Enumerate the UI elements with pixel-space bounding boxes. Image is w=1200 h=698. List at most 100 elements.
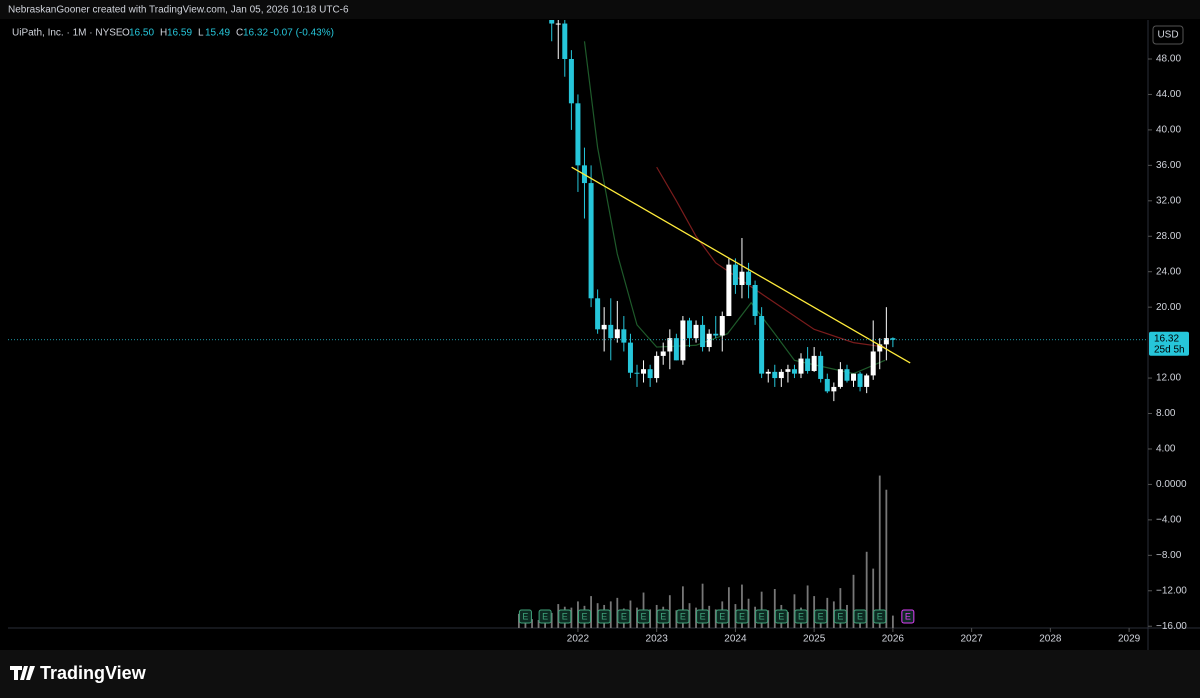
- volume-bar: [734, 604, 737, 628]
- volume-bar: [885, 489, 888, 628]
- x-tick-label: 2025: [803, 634, 826, 645]
- candle-body: [877, 344, 883, 352]
- brand: TradingView: [40, 663, 147, 683]
- y-tick-label: −12.00: [1156, 585, 1187, 596]
- earnings-label: E: [562, 611, 568, 621]
- volume-bar: [695, 607, 697, 628]
- volume-bar: [577, 601, 579, 628]
- volume-bar: [570, 607, 573, 628]
- x-tick-label: 2028: [1039, 634, 1062, 645]
- volume-bar: [839, 588, 842, 628]
- footer: [0, 650, 1200, 698]
- volume-bar: [741, 584, 743, 628]
- candle-body: [673, 338, 679, 361]
- candle-body: [824, 378, 830, 392]
- earnings-icon: [755, 609, 769, 624]
- volume-bar: [590, 596, 592, 628]
- candle-body: [641, 369, 647, 374]
- y-tick-label: 24.00: [1156, 266, 1181, 277]
- y-tick-label: 44.00: [1156, 89, 1181, 100]
- earnings-icon: [833, 609, 847, 624]
- candle-body: [818, 355, 824, 379]
- x-tick-label: 2027: [961, 634, 984, 645]
- volume-bar: [793, 594, 796, 628]
- legend-key: O: [122, 28, 130, 39]
- y-tick-label: −8.00: [1156, 550, 1182, 561]
- volume-bar: [531, 619, 533, 628]
- legend-key: H: [160, 28, 167, 39]
- currency[interactable]: USD: [1157, 30, 1178, 41]
- candle-body: [864, 375, 870, 387]
- earnings-icon: [696, 609, 710, 624]
- price-tag: [1149, 331, 1189, 356]
- candle-body: [693, 324, 699, 339]
- candle-body: [883, 338, 889, 345]
- candle-body: [654, 355, 660, 379]
- volume-bar: [629, 600, 632, 628]
- x-tick-label: 2023: [646, 634, 669, 645]
- price-tag-label: 16.32: [1154, 333, 1179, 344]
- earnings-label: E: [739, 611, 745, 621]
- earnings-icon: [637, 609, 651, 624]
- earnings-icon: [656, 609, 670, 624]
- y-tick-label: 8.00: [1156, 408, 1176, 419]
- legend-key: C: [236, 28, 243, 39]
- candle-body: [870, 351, 876, 376]
- y-tick-label: 48.00: [1156, 54, 1181, 65]
- volume-bar: [891, 615, 894, 628]
- x-tick-label: 2022: [567, 634, 590, 645]
- earnings-icon: [617, 609, 631, 624]
- earnings-icon: [597, 609, 611, 624]
- earnings-label: E: [522, 611, 528, 621]
- candle-body: [778, 371, 784, 379]
- candle-body: [785, 369, 791, 372]
- earnings-label: E: [837, 611, 843, 621]
- volume-bar: [754, 606, 756, 628]
- earnings-label: E: [700, 611, 706, 621]
- candle-body: [687, 320, 693, 339]
- earnings-icon: [814, 609, 828, 624]
- candle-body: [791, 369, 797, 374]
- earnings-icon: [538, 609, 552, 624]
- legend-change: -0.07 (-0.43%): [270, 28, 334, 39]
- earnings-icon: [518, 609, 532, 624]
- earnings-icon: [794, 609, 808, 624]
- candle-body: [614, 329, 620, 339]
- earnings-icon: [853, 609, 867, 624]
- candle-body: [608, 324, 614, 339]
- legend-value: 16.32: [243, 28, 268, 39]
- candle-body: [739, 271, 745, 286]
- volume-bar: [813, 596, 816, 628]
- volume-bar: [609, 601, 612, 628]
- candle-body: [634, 372, 640, 374]
- earnings-label: E: [660, 611, 666, 621]
- header: NebraskanGooner created with TradingView…: [8, 5, 349, 16]
- earnings-label: E: [601, 611, 607, 621]
- candle-body: [831, 386, 837, 392]
- candle-body: [575, 103, 581, 166]
- volume-bar: [688, 603, 691, 628]
- volume-bar: [787, 612, 789, 628]
- candle-body: [844, 369, 850, 381]
- volume-bar: [872, 568, 875, 628]
- y-tick-label: 0.0000: [1156, 479, 1187, 490]
- symbol: UiPath, Inc. · 1M · NYSE: [12, 28, 123, 39]
- candle-body: [772, 371, 778, 379]
- earnings-label: E: [857, 611, 863, 621]
- volume-bar: [806, 585, 809, 628]
- volume-bar: [701, 583, 704, 628]
- candle-body: [601, 324, 607, 330]
- volume-bar: [655, 604, 658, 628]
- y-tick-label: 12.00: [1156, 373, 1181, 384]
- volume-bar: [773, 589, 776, 628]
- earnings-label: E: [818, 611, 824, 621]
- candle-body: [713, 333, 719, 336]
- candle-body: [595, 298, 601, 330]
- y-tick-label: 28.00: [1156, 231, 1181, 242]
- y-tick-label: 20.00: [1156, 302, 1181, 313]
- volume-bar: [537, 620, 540, 628]
- earnings-label: E: [621, 611, 627, 621]
- currency-button[interactable]: [1152, 25, 1184, 45]
